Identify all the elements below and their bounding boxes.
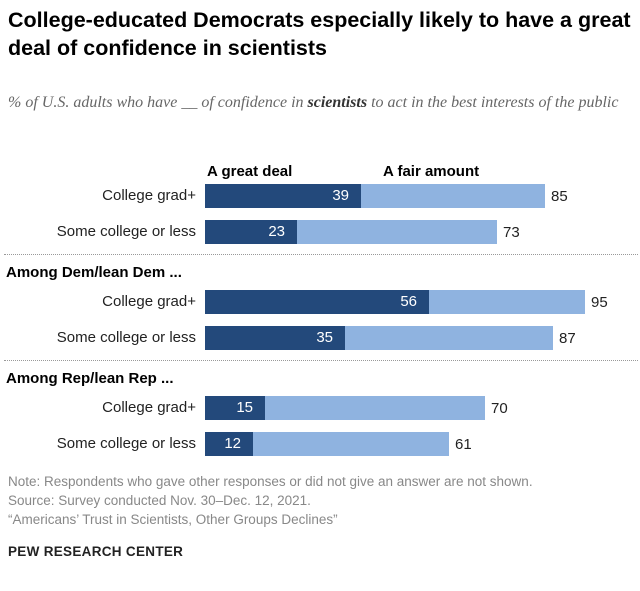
chart-title: College-educated Democrats especially li… bbox=[8, 8, 631, 60]
category-label: Some college or less bbox=[56, 223, 196, 240]
value-great-deal: 39 bbox=[332, 187, 349, 204]
value-total: 70 bbox=[491, 400, 508, 417]
value-total: 61 bbox=[455, 436, 472, 453]
category-label: College grad+ bbox=[102, 399, 196, 416]
legend-great-deal: A great deal bbox=[207, 163, 293, 180]
subtitle-text: to act in the best interests of the publ… bbox=[367, 94, 619, 111]
group-label: Among Rep/lean Rep ... bbox=[6, 370, 174, 387]
bar-great-deal bbox=[205, 290, 429, 314]
subtitle-bold: scientists bbox=[307, 94, 368, 111]
value-great-deal: 15 bbox=[236, 399, 253, 416]
value-great-deal: 35 bbox=[316, 329, 333, 346]
value-total: 73 bbox=[503, 224, 520, 241]
source: Source: Survey conducted Nov. 30–Dec. 12… bbox=[8, 493, 311, 508]
legend-fair-amount: A fair amount bbox=[383, 163, 480, 180]
category-label: Some college or less bbox=[56, 329, 196, 346]
group-label: Among Dem/lean Dem ... bbox=[6, 264, 182, 281]
note: Note: Respondents who gave other respons… bbox=[8, 474, 533, 489]
bar-great-deal bbox=[205, 432, 253, 456]
value-great-deal: 56 bbox=[400, 293, 417, 310]
chart-subtitle: % of U.S. adults who have __ of confiden… bbox=[8, 92, 633, 114]
brand-logo: PEW RESEARCH CENTER bbox=[8, 544, 184, 559]
category-label: Some college or less bbox=[56, 435, 196, 452]
value-total: 95 bbox=[591, 294, 608, 311]
bar-great-deal bbox=[205, 184, 361, 208]
value-great-deal: 23 bbox=[268, 223, 285, 240]
subtitle-text: % of U.S. adults who have __ of confiden… bbox=[8, 94, 308, 111]
group-separator bbox=[4, 254, 638, 255]
bar-great-deal bbox=[205, 326, 345, 350]
category-label: College grad+ bbox=[102, 293, 196, 310]
bar-great-deal bbox=[205, 396, 265, 420]
bar-great-deal bbox=[205, 220, 297, 244]
value-total: 85 bbox=[551, 188, 568, 205]
value-total: 87 bbox=[559, 330, 576, 347]
value-great-deal: 12 bbox=[224, 435, 241, 452]
report-title: “Americans’ Trust in Scientists, Other G… bbox=[8, 512, 338, 527]
category-label: College grad+ bbox=[102, 187, 196, 204]
group-separator bbox=[4, 360, 638, 361]
